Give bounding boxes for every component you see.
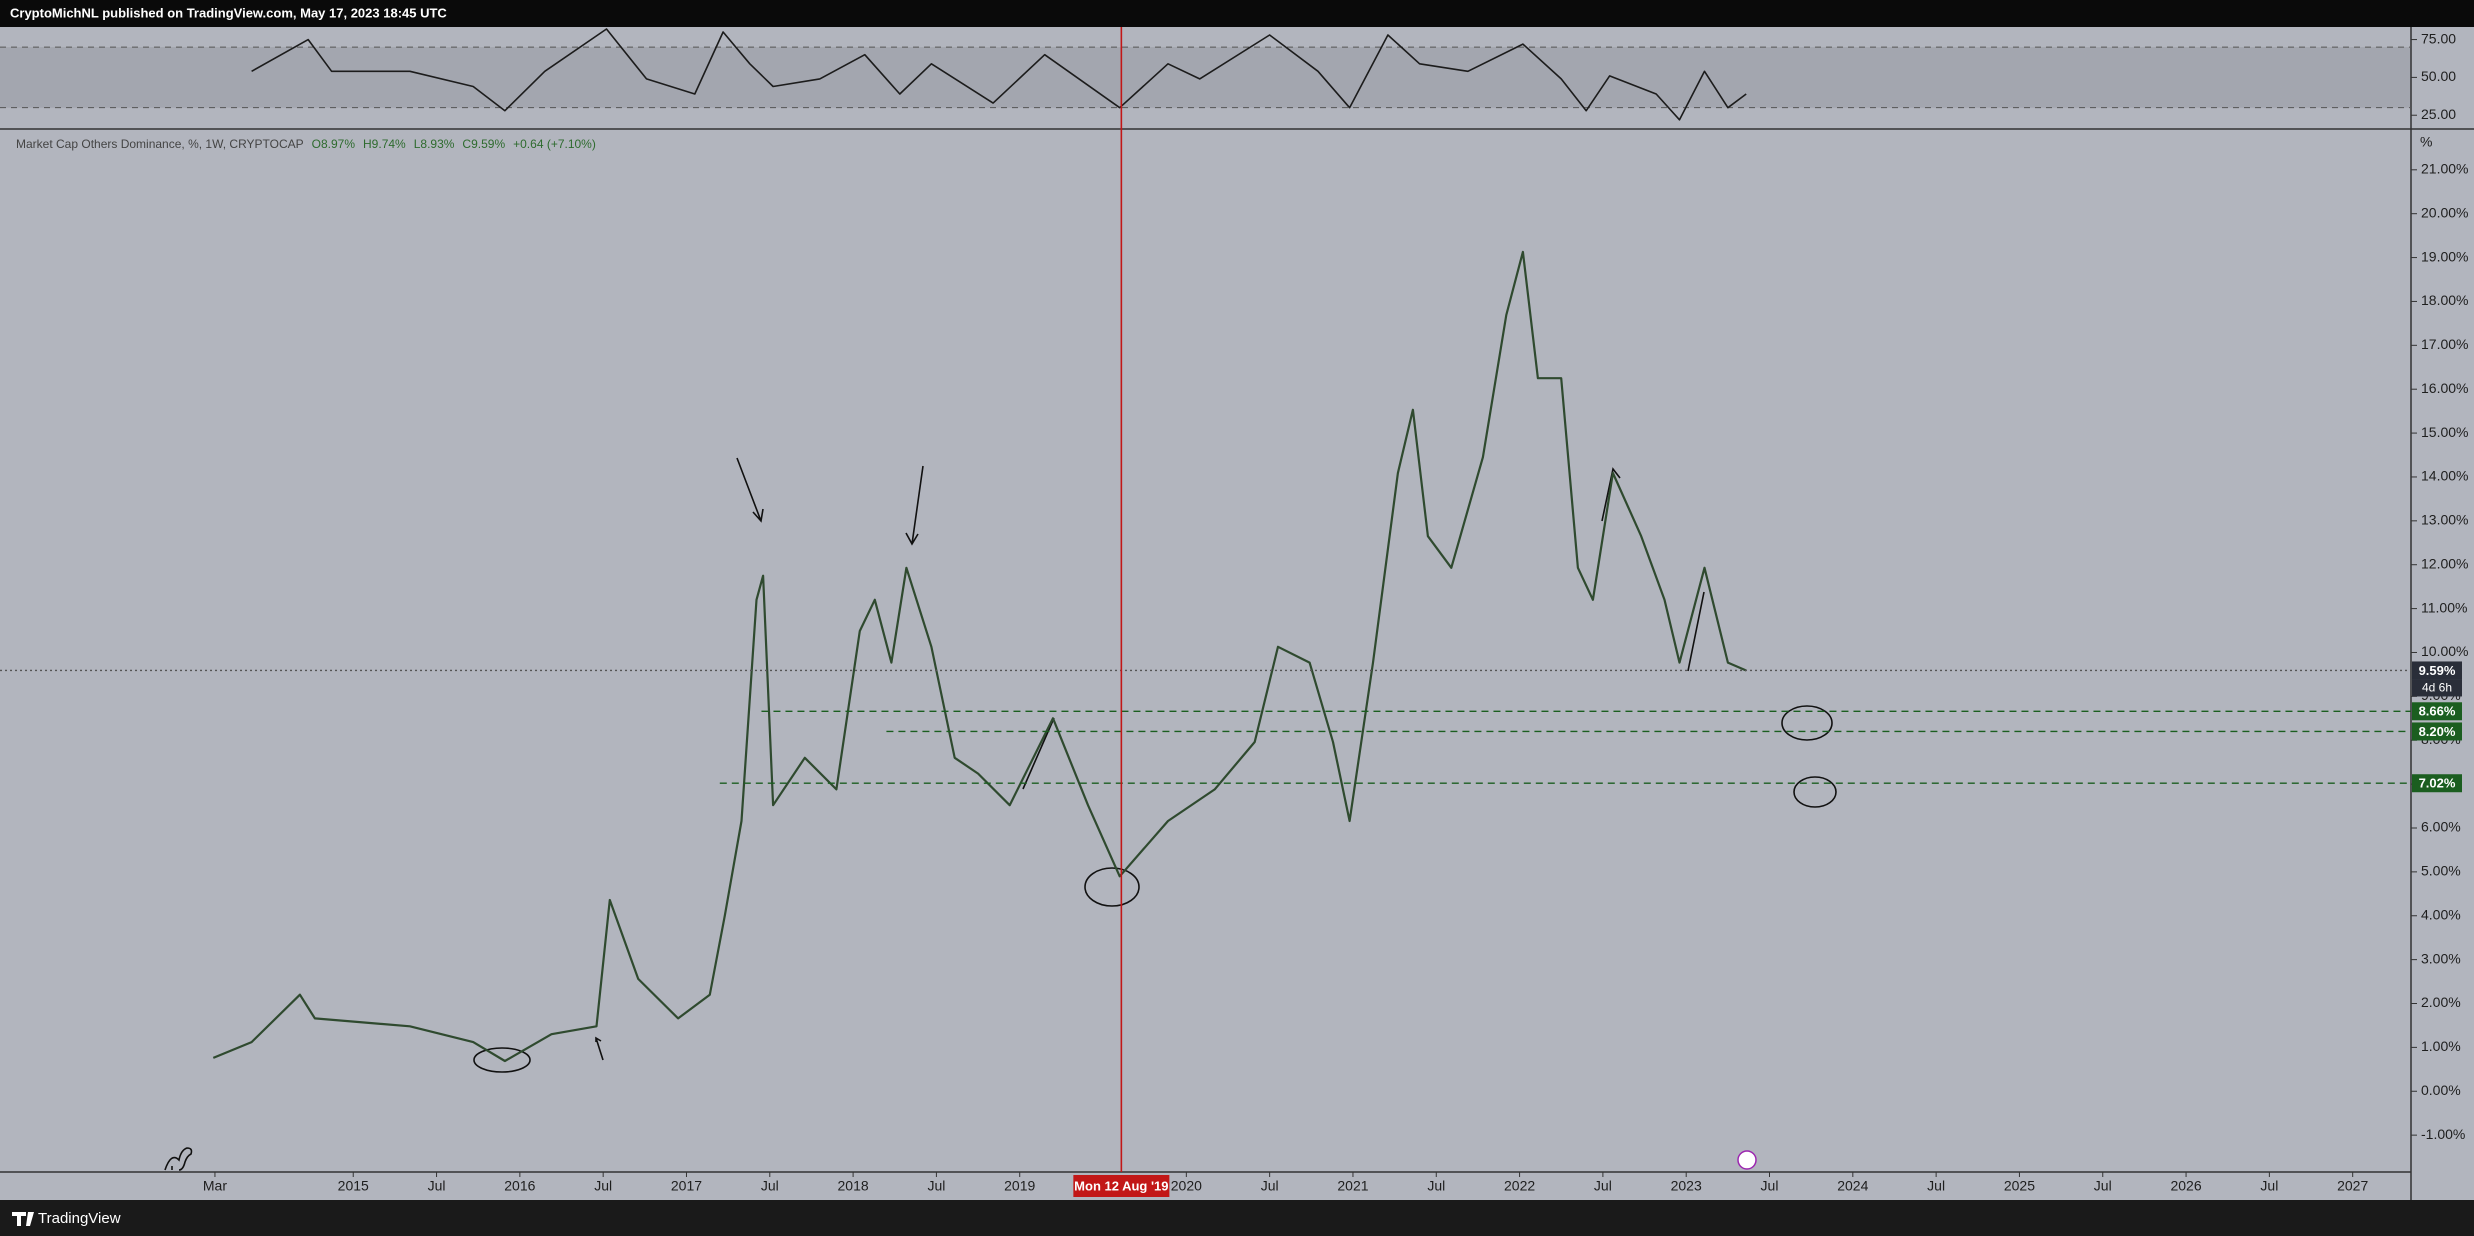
legend-stat: L8.93% [414,137,455,151]
legend-stat: O8.97% [312,137,356,151]
y-tick-label: 1.00% [2421,1038,2461,1054]
y-tick-label: 14.00% [2421,468,2468,484]
header-bar [0,0,2474,27]
x-tick-label: 2025 [2004,1178,2035,1194]
x-tick-label: Mar [203,1178,227,1194]
drawing-line [1601,467,1621,522]
y-tick-label: 21.00% [2421,161,2468,177]
level-label: 8.66% [2419,704,2456,719]
level-label-box [2412,661,2462,680]
level-label-box [2412,774,2462,793]
y-tick-label: 50.00 [2421,68,2456,84]
x-tick-label: 2019 [1004,1178,1035,1194]
x-tick-label: Jul [1927,1178,1945,1194]
x-tick-label: 2023 [1671,1178,1702,1194]
drawing-line [1022,717,1055,790]
legend-stat: +0.64 (+7.10%) [513,137,596,151]
x-tick-label: 2015 [338,1178,369,1194]
rsi-band [0,47,2411,108]
legend: Market Cap Others Dominance, %, 1W, CRYP… [16,137,596,151]
x-tick-label: Jul [1761,1178,1779,1194]
x-tick-label: Jul [594,1178,612,1194]
y-tick-label: 20.00% [2421,204,2468,220]
legend-stat: C9.59% [462,137,505,151]
x-tick-label: 2017 [671,1178,702,1194]
y-tick-label: 10.00% [2421,643,2468,659]
x-tick-label: 2016 [504,1178,535,1194]
x-tick-label: 2018 [838,1178,869,1194]
header-text: CryptoMichNL published on TradingView.co… [10,5,447,20]
level-label-box [2412,702,2462,721]
x-tick-label: 2022 [1504,1178,1535,1194]
series-line [212,250,1747,1063]
y-tick-label: 75.00 [2421,30,2456,46]
drawing-arrow [905,465,924,546]
x-tick-label: Jul [927,1178,945,1194]
drawing-line [1687,591,1705,672]
drawing-circle [473,1047,531,1073]
crosshair-label: Mon 12 Aug '19 [1074,1178,1168,1193]
countdown-box [2412,679,2462,697]
footer-logo [12,1212,34,1226]
y-tick-label: 15.00% [2421,424,2468,440]
level-label: 8.20% [2419,724,2456,739]
y-tick-label: 18.00% [2421,292,2468,308]
drawing-arrow [736,457,764,523]
price-unit: % [2420,134,2432,150]
x-tick-label: Jul [428,1178,446,1194]
x-tick-label: 2021 [1337,1178,1368,1194]
y-tick-label: 16.00% [2421,380,2468,396]
drawing-circle [1793,776,1837,808]
series-line [251,28,1747,121]
y-tick-label: 13.00% [2421,512,2468,528]
x-tick-label: 2027 [2337,1178,2368,1194]
drawing-circle [1781,705,1833,741]
footer-bar [0,1200,2474,1236]
x-tick-label: 2024 [1837,1178,1868,1194]
annotations [164,457,1837,1171]
x-tick-label: Jul [1427,1178,1445,1194]
y-tick-label: 0.00% [2421,1082,2461,1098]
y-tick-label: -1.00% [2421,1126,2465,1142]
y-tick-label: 2.00% [2421,994,2461,1010]
y-tick-label: 3.00% [2421,950,2461,966]
x-tick-label: 2026 [2170,1178,2201,1194]
x-tick-label: Jul [1594,1178,1612,1194]
y-tick-label: 25.00 [2421,106,2456,122]
level-label: 9.59% [2419,663,2456,678]
y-tick-label: 4.00% [2421,906,2461,922]
event-icon [1737,1150,1757,1170]
x-tick-label: Jul [761,1178,779,1194]
legend-title: Market Cap Others Dominance, %, 1W, CRYP… [16,137,304,151]
crosshair-label-box [1073,1175,1170,1197]
y-tick-label: 11.00% [2421,599,2467,615]
y-tick-label: 19.00% [2421,248,2468,264]
countdown: 4d 6h [2422,681,2452,695]
y-tick-label: 17.00% [2421,336,2468,352]
y-tick-label: 12.00% [2421,555,2468,571]
level-label: 7.02% [2419,776,2456,791]
drawing-circle [1084,867,1140,907]
drawing-icon [164,1147,193,1171]
x-tick-label: 2020 [1171,1178,1202,1194]
y-tick-label: 5.00% [2421,863,2461,879]
x-tick-label: Jul [1261,1178,1279,1194]
legend-stat: H9.74% [363,137,406,151]
level-label-box [2412,722,2462,741]
x-tick-label: Jul [2094,1178,2112,1194]
drawing-arrow [595,1036,604,1061]
y-tick-label: 6.00% [2421,819,2461,835]
x-tick-label: Jul [2260,1178,2278,1194]
footer-brand: TradingView [38,1210,121,1227]
